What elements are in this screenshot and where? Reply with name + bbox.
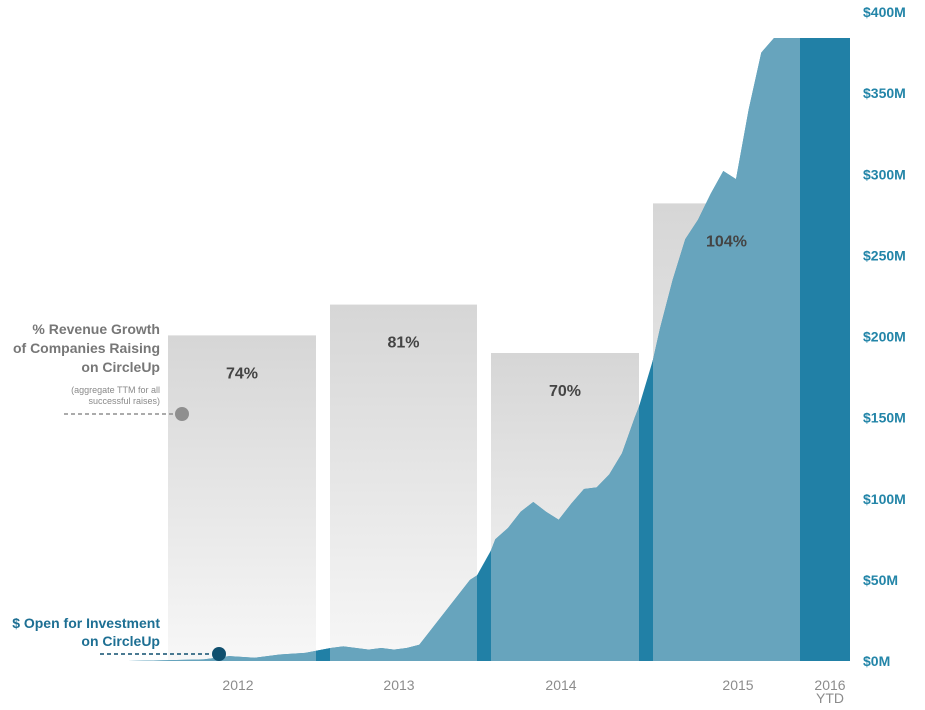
growth-bar-2012: [168, 335, 316, 661]
investment-area: [128, 38, 800, 661]
area-layer: [128, 38, 850, 661]
y-tick-label: $150M: [863, 410, 906, 426]
x-tick-label: 2012: [222, 677, 253, 693]
year-dividers: [316, 359, 653, 661]
y-tick-label: $300M: [863, 166, 906, 182]
y-tick-label: $100M: [863, 491, 906, 507]
x-tick-sublabel: YTD: [816, 690, 844, 706]
y-tick-label: $350M: [863, 85, 906, 101]
y-tick-label: $400M: [863, 4, 906, 20]
growth-bar-label-2015: 104%: [706, 233, 747, 250]
growth-label-line-3: on CircleUp: [81, 359, 160, 375]
y-tick-label: $200M: [863, 329, 906, 345]
invest-label-line-2: on CircleUp: [81, 633, 160, 649]
growth-label-line-2: of Companies Raising: [13, 340, 160, 356]
x-tick-label: 2014: [545, 677, 576, 693]
y-axis: $0M $50M $100M $150M $200M $250M $300M $350M $40…: [863, 4, 906, 669]
x-tick-label: 2016: [814, 677, 845, 693]
year-divider-2013-12: [477, 550, 491, 661]
x-tick-label: 2013: [383, 677, 414, 693]
growth-bar-label-2014: 70%: [549, 383, 581, 400]
invest-legend: $ Open for Investment on CircleUp: [12, 615, 226, 661]
growth-marker: [175, 407, 189, 421]
growth-percent-labels: 74% 81% 70% 104%: [226, 233, 747, 400]
growth-label-line-1: % Revenue Growth: [32, 321, 160, 337]
growth-bar-label-2012: 74%: [226, 365, 258, 382]
y-tick-label: $0M: [863, 653, 890, 669]
growth-note-line-2: successful raises): [88, 396, 160, 406]
growth-note-line-1: (aggregate TTM for all: [71, 385, 160, 395]
y-tick-label: $250M: [863, 247, 906, 263]
invest-marker: [212, 647, 226, 661]
y-tick-label: $50M: [863, 572, 898, 588]
growth-bar-2013: [330, 304, 477, 661]
x-tick-label: 2015: [722, 677, 753, 693]
invest-label-line-1: $ Open for Investment: [12, 615, 160, 631]
year-divider-2012-12: [316, 648, 330, 661]
growth-legend: % Revenue Growth of Companies Raising on…: [13, 321, 189, 421]
year-divider-2014-12: [639, 359, 653, 661]
growth-bar-label-2013: 81%: [387, 335, 419, 352]
